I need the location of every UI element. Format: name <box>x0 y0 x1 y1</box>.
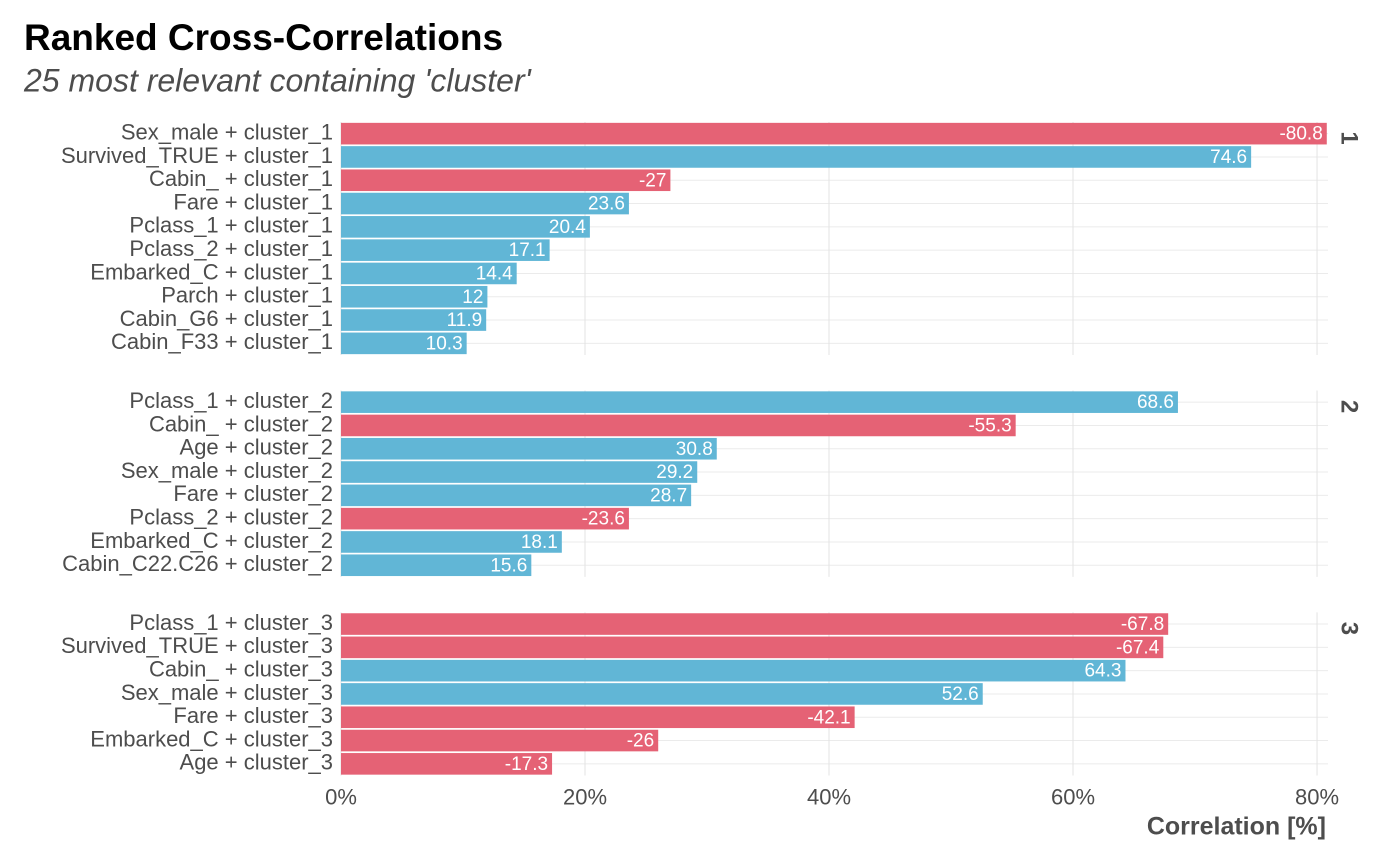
chart-title: Ranked Cross-Correlations <box>24 17 503 58</box>
value-label: 74.6 <box>1210 147 1247 168</box>
value-label: 11.9 <box>447 310 483 331</box>
bar <box>341 239 550 261</box>
value-label: 52.6 <box>942 684 979 705</box>
x-tick-label: 60% <box>1051 784 1095 809</box>
value-label: -23.6 <box>582 509 625 530</box>
category-label: Age + cluster_3 <box>180 750 333 775</box>
category-label: Embarked_C + cluster_2 <box>90 528 333 553</box>
facet-label: 3 <box>1336 622 1363 635</box>
bar <box>341 216 590 238</box>
category-label: Fare + cluster_3 <box>173 703 333 728</box>
category-label: Fare + cluster_1 <box>173 189 333 214</box>
bar <box>341 683 983 705</box>
bar <box>341 285 488 308</box>
value-label: 18.1 <box>521 532 558 553</box>
value-label: -67.4 <box>1116 637 1160 658</box>
category-label: Embarked_C + cluster_3 <box>90 726 333 751</box>
category-label: Cabin_G6 + cluster_1 <box>120 306 333 331</box>
category-label: Pclass_2 + cluster_2 <box>129 504 333 529</box>
x-axis-label: Correlation [%] <box>1147 813 1326 841</box>
bar <box>341 729 659 752</box>
bar <box>341 659 1126 682</box>
bar <box>341 613 1169 635</box>
value-label: 20.4 <box>549 217 586 238</box>
bar <box>341 309 487 331</box>
value-label: -27 <box>639 170 666 191</box>
bar <box>341 636 1164 659</box>
value-label: -67.8 <box>1121 614 1164 635</box>
value-label: -55.3 <box>968 415 1011 436</box>
bar <box>341 706 855 729</box>
value-label: -80.8 <box>1279 124 1322 145</box>
category-label: Sex_male + cluster_3 <box>121 680 333 705</box>
category-label: Cabin_C22.C26 + cluster_2 <box>62 551 333 576</box>
category-label: Pclass_1 + cluster_1 <box>129 213 333 238</box>
category-label: Parch + cluster_1 <box>161 283 333 308</box>
value-label: -26 <box>627 731 654 752</box>
value-label: 29.2 <box>656 462 693 483</box>
value-label: 14.4 <box>476 263 513 284</box>
category-label: Pclass_1 + cluster_3 <box>129 610 333 635</box>
category-label: Sex_male + cluster_2 <box>121 458 333 483</box>
bar <box>341 414 1016 437</box>
category-label: Survived_TRUE + cluster_3 <box>61 633 333 658</box>
bar <box>341 146 1252 168</box>
bar <box>341 554 532 577</box>
category-label: Cabin_F33 + cluster_1 <box>111 329 333 354</box>
x-tick-label: 20% <box>563 784 607 809</box>
category-label: Fare + cluster_2 <box>173 481 333 506</box>
category-label: Age + cluster_2 <box>180 435 333 460</box>
bar <box>341 753 553 775</box>
value-label: 12 <box>462 287 483 308</box>
value-label: -17.3 <box>505 754 548 775</box>
bar <box>341 484 692 507</box>
bar <box>341 531 562 553</box>
value-label: 64.3 <box>1084 661 1121 682</box>
bar <box>341 391 1178 413</box>
bar <box>341 461 698 483</box>
value-label: 28.7 <box>650 485 687 506</box>
chart-subtitle: 25 most relevant containing 'cluster' <box>23 62 533 98</box>
facet-label: 1 <box>1336 131 1363 144</box>
value-label: 23.6 <box>588 194 625 215</box>
x-tick-label: 40% <box>807 784 851 809</box>
value-label: -42.1 <box>807 707 850 728</box>
value-label: 15.6 <box>490 555 527 576</box>
category-label: Cabin_ + cluster_2 <box>149 411 333 436</box>
category-label: Embarked_C + cluster_1 <box>90 259 333 284</box>
value-label: 17.1 <box>509 240 546 261</box>
category-label: Survived_TRUE + cluster_1 <box>61 143 333 168</box>
value-label: 68.6 <box>1137 392 1174 413</box>
facet-label: 2 <box>1336 400 1363 413</box>
bar <box>341 262 517 285</box>
bar <box>341 332 467 355</box>
bar <box>341 507 629 530</box>
x-tick-label: 0% <box>325 784 357 809</box>
bar <box>341 192 629 215</box>
category-label: Cabin_ + cluster_3 <box>149 656 333 681</box>
category-label: Pclass_2 + cluster_1 <box>129 236 333 261</box>
bar <box>341 437 717 460</box>
category-label: Pclass_1 + cluster_2 <box>129 388 333 413</box>
x-tick-label: 80% <box>1295 784 1339 809</box>
bar <box>341 122 1327 145</box>
value-label: 10.3 <box>426 333 463 354</box>
bar <box>341 169 671 192</box>
category-label: Cabin_ + cluster_1 <box>149 166 333 191</box>
value-label: 30.8 <box>676 439 713 460</box>
category-label: Sex_male + cluster_1 <box>121 119 333 144</box>
